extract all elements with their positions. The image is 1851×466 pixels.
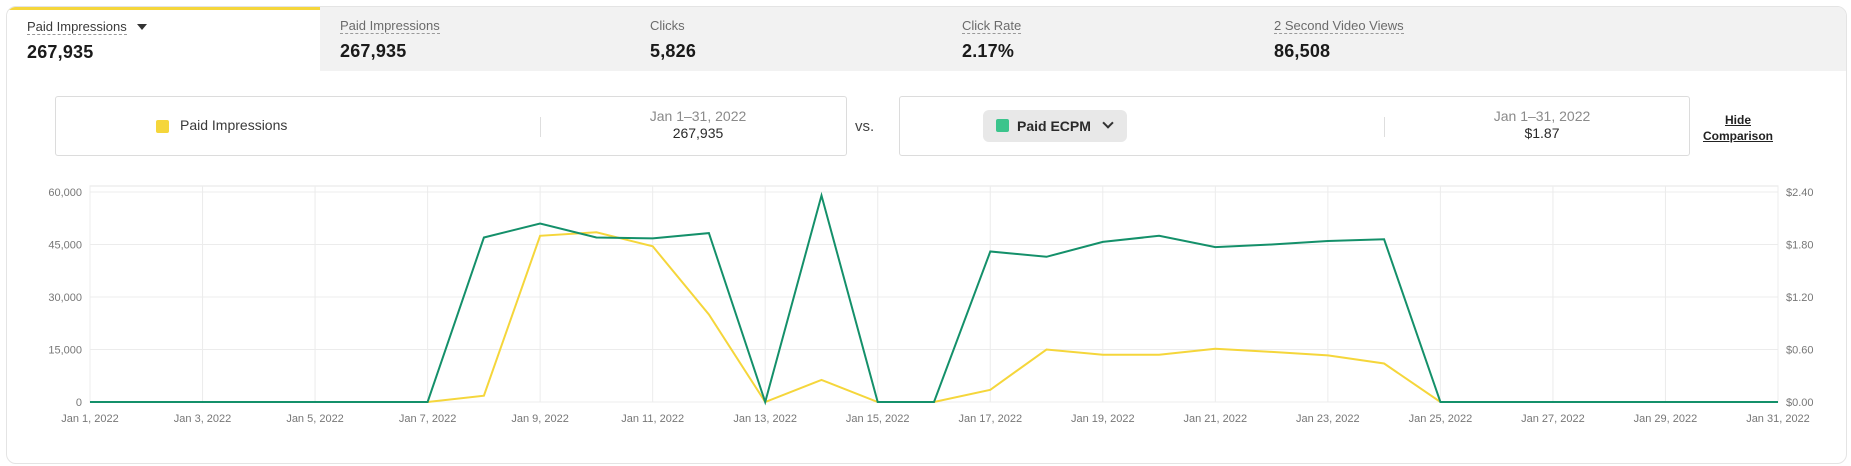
y-left-tick-label: 15,000 (48, 345, 82, 357)
tab-value: 267,935 (27, 42, 94, 62)
hide-comparison-link[interactable]: Hide Comparison (1688, 112, 1788, 144)
secondary-total: $1.87 (1524, 125, 1560, 141)
metric-tabs: Paid Impressions 267,935 Paid Impression… (7, 7, 1846, 71)
x-tick-label: Jan 21, 2022 (1184, 413, 1248, 425)
tab-paid-impressions[interactable]: Paid Impressions 267,935 (320, 7, 631, 71)
analytics-card: Paid Impressions 267,935 Paid Impression… (6, 6, 1847, 464)
x-tick-label: Jan 17, 2022 (958, 413, 1022, 425)
tab-click-rate[interactable]: Click Rate 2.17% (943, 7, 1254, 71)
x-tick-label: Jan 5, 2022 (286, 413, 344, 425)
series-line-paid-ecpm (90, 191, 1778, 406)
plot-frame (89, 185, 1779, 403)
tab-label: Clicks (650, 18, 685, 33)
y-left-tick-label: 0 (76, 397, 82, 409)
tab-clicks[interactable]: Clicks 5,826 (631, 7, 943, 71)
y-right-tick-label: $0.60 (1786, 345, 1814, 357)
primary-total: 267,935 (672, 125, 724, 141)
divider (540, 117, 541, 137)
tab-label: 2 Second Video Views (1274, 18, 1404, 34)
hide-comparison-line-1: Hide (1724, 113, 1751, 127)
x-tick-label: Jan 9, 2022 (511, 413, 569, 425)
series-line-paid-impressions (90, 231, 1778, 404)
dropdown-caret-icon[interactable] (136, 23, 147, 30)
secondary-metric-box: Paid ECPM Jan 1–31, 2022 $1.87 (899, 96, 1690, 156)
x-tick-label: Jan 23, 2022 (1296, 413, 1360, 425)
primary-swatch-icon (156, 120, 169, 133)
x-tick-label: Jan 27, 2022 (1521, 413, 1585, 425)
tab-value: 2.17% (962, 41, 1015, 61)
primary-metric-label: Paid Impressions (180, 117, 288, 133)
tab-paid-impressions-primary[interactable]: Paid Impressions 267,935 (7, 7, 320, 71)
vs-label: vs. (855, 118, 875, 135)
x-tick-label: Jan 7, 2022 (399, 413, 457, 425)
tab-label: Click Rate (962, 18, 1022, 34)
x-tick-label: Jan 3, 2022 (174, 413, 232, 425)
x-tick-label: Jan 1, 2022 (61, 413, 119, 425)
hide-comparison-line-2: Comparison (1702, 129, 1773, 143)
y-left-tick-label: 30,000 (48, 292, 82, 304)
x-tick-label: Jan 29, 2022 (1634, 413, 1698, 425)
secondary-swatch-icon (996, 119, 1009, 132)
y-left-tick-label: 45,000 (48, 240, 82, 252)
x-tick-label: Jan 19, 2022 (1071, 413, 1135, 425)
x-tick-label: Jan 11, 2022 (621, 413, 684, 425)
tab-value: 5,826 (650, 41, 697, 61)
x-tick-label: Jan 15, 2022 (846, 413, 910, 425)
secondary-date-range: Jan 1–31, 2022 (1493, 108, 1591, 124)
primary-metric-box: Paid Impressions Jan 1–31, 2022 267,935 (55, 96, 847, 156)
divider (1384, 117, 1385, 137)
tab-label: Paid Impressions (340, 18, 440, 34)
tab-label: Paid Impressions (27, 19, 127, 35)
secondary-metric-label: Paid ECPM (1017, 118, 1091, 134)
x-tick-label: Jan 31, 2022 (1746, 413, 1810, 425)
tab-value: 86,508 (1274, 41, 1331, 61)
x-tick-label: Jan 13, 2022 (733, 413, 797, 425)
secondary-metric-dropdown[interactable]: Paid ECPM (983, 110, 1127, 142)
tab-value: 267,935 (340, 41, 407, 61)
tab-2-second-video-views[interactable]: 2 Second Video Views 86,508 (1254, 7, 1846, 71)
primary-date-range: Jan 1–31, 2022 (649, 108, 747, 124)
y-right-tick-label: $1.80 (1786, 240, 1814, 252)
y-right-tick-label: $2.40 (1786, 187, 1814, 199)
x-tick-label: Jan 25, 2022 (1409, 413, 1473, 425)
y-left-tick-label: 60,000 (48, 187, 82, 199)
y-right-tick-label: $0.00 (1786, 397, 1814, 409)
y-right-tick-label: $1.20 (1786, 292, 1814, 304)
